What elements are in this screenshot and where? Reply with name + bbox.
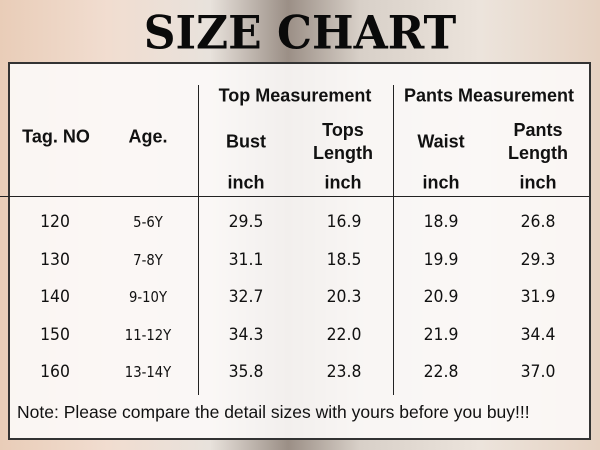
cell-pants-length: 34.4 [520,325,556,345]
header-bust: Bust [226,131,266,152]
divider [198,85,199,395]
cell-bust: 29.5 [228,212,264,232]
cell-tag: 130 [40,250,70,270]
cell-bust: 34.3 [228,325,264,345]
cell-tops-length: 16.9 [326,212,362,232]
header-top-measurement: Top Measurement [218,85,372,106]
cell-waist: 20.9 [423,287,459,307]
header-divider [0,196,589,197]
cell-waist: 22.8 [423,362,459,382]
cell-age: 7-8Y [133,251,163,269]
cell-bust: 31.1 [228,250,264,270]
header-tops-length: Tops Length [313,119,373,165]
note-text: Note: Please compare the detail sizes wi… [17,402,530,422]
cell-tops-length: 23.8 [326,362,362,382]
cell-pants-length: 31.9 [520,287,556,307]
header-line: Pants [513,120,563,140]
cell-age: 13-14Y [124,363,172,381]
header-pants-measurement: Pants Measurement [403,85,575,106]
cell-waist: 19.9 [423,250,459,270]
header-age: Age. [128,126,168,147]
cell-tag: 140 [40,287,70,307]
unit-bust: inch [227,172,265,193]
cell-tag: 120 [40,212,70,232]
header-waist: Waist [417,131,465,152]
cell-waist: 21.9 [423,325,459,345]
cell-tops-length: 22.0 [326,325,362,345]
unit-waist: inch [422,172,460,193]
header-line: Length [508,143,568,163]
cell-pants-length: 26.8 [520,212,556,232]
cell-tag: 150 [40,325,70,345]
cell-tag: 160 [40,362,70,382]
cell-tops-length: 18.5 [326,250,362,270]
cell-bust: 35.8 [228,362,264,382]
cell-bust: 32.7 [228,287,264,307]
cell-age: 9-10Y [128,288,168,306]
unit-pants-length: inch [519,172,557,193]
header-tag: Tag. NO [22,126,90,147]
header-pants-length: Pants Length [508,119,568,165]
header-line: Tops [322,120,364,140]
cell-pants-length: 37.0 [520,362,556,382]
cell-age: 5-6Y [133,213,163,231]
size-table-frame [8,62,591,440]
page-title: SIZE CHART [143,6,457,61]
divider [393,85,394,395]
cell-age: 11-12Y [124,326,172,344]
cell-tops-length: 20.3 [326,287,362,307]
cell-pants-length: 29.3 [520,250,556,270]
header-line: Length [313,143,373,163]
unit-tops-length: inch [324,172,362,193]
cell-waist: 18.9 [423,212,459,232]
